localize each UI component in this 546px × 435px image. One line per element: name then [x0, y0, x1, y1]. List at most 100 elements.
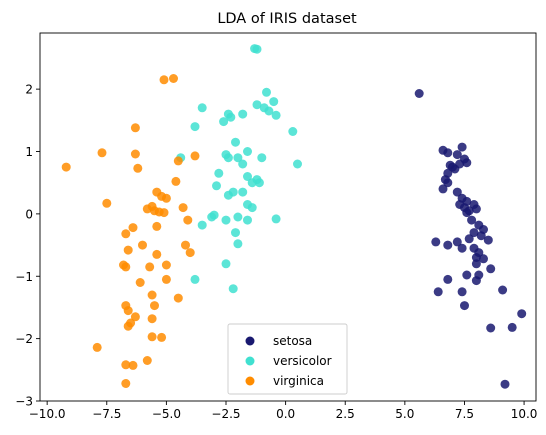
x-tick-label: −2.5	[211, 407, 240, 421]
data-point-setosa-30	[483, 235, 493, 245]
data-point-versicolor-22	[238, 159, 248, 169]
data-point-virginica-19	[178, 203, 188, 213]
y-tick-label: −3	[15, 395, 33, 409]
data-point-virginica-6	[133, 163, 143, 173]
data-point-versicolor-23	[214, 168, 224, 178]
legend: setosa versicolor virginica	[227, 323, 348, 395]
data-point-virginica-25	[138, 240, 147, 250]
data-point-versicolor-21	[293, 159, 302, 169]
data-point-setosa-37	[471, 253, 481, 262]
data-point-setosa-27	[469, 228, 479, 238]
data-point-virginica-12	[102, 198, 112, 208]
data-point-virginica-40	[130, 312, 140, 322]
data-point-setosa-10	[455, 159, 465, 169]
x-tick-label: −7.5	[92, 407, 121, 421]
legend-marker-setosa	[245, 336, 255, 346]
data-point-setosa-28	[464, 234, 474, 244]
data-point-virginica-21	[152, 221, 162, 231]
data-point-setosa-2	[443, 148, 453, 158]
data-point-virginica-32	[161, 260, 171, 270]
data-point-virginica-49	[128, 360, 138, 370]
data-point-versicolor-18	[223, 153, 233, 163]
data-point-versicolor-46	[228, 284, 238, 294]
data-point-setosa-50	[507, 322, 517, 332]
data-point-virginica-36	[173, 293, 183, 303]
data-point-setosa-24	[467, 215, 477, 225]
data-point-virginica-44	[157, 332, 167, 342]
data-point-versicolor-36	[209, 210, 219, 220]
data-point-versicolor-1	[252, 44, 262, 54]
legend-label-versicolor: versicolor	[273, 354, 332, 368]
data-point-virginica-28	[185, 248, 195, 258]
data-point-versicolor-7	[271, 110, 281, 120]
data-point-virginica-45	[147, 332, 157, 342]
axes-frame	[39, 32, 537, 402]
legend-label-virginica: virginica	[273, 374, 324, 388]
data-point-versicolor-24	[212, 181, 221, 191]
data-point-virginica-1	[169, 74, 178, 83]
data-point-setosa-32	[452, 237, 462, 247]
y-axis: −3 −2 −1 0 1 2	[15, 83, 40, 409]
data-point-versicolor-2	[262, 87, 271, 97]
data-point-versicolor-10	[238, 109, 248, 119]
data-point-setosa-33	[443, 240, 453, 250]
data-point-versicolor-4	[269, 97, 279, 107]
data-point-virginica-9	[171, 176, 181, 186]
x-tick-label: 5.0	[395, 407, 414, 421]
data-point-versicolor-40	[271, 214, 281, 224]
data-point-versicolor-34	[247, 203, 257, 213]
data-point-virginica-31	[145, 262, 155, 272]
data-point-versicolor-44	[221, 259, 231, 269]
points-layer	[61, 44, 527, 389]
data-point-versicolor-39	[243, 215, 252, 225]
data-point-virginica-22	[128, 223, 138, 233]
data-point-setosa-44	[471, 276, 481, 286]
data-point-virginica-23	[121, 229, 131, 239]
data-point-setosa-15	[452, 187, 462, 197]
data-point-setosa-45	[433, 287, 443, 297]
data-point-virginica-27	[152, 249, 162, 259]
data-point-setosa-13	[443, 178, 453, 188]
data-point-setosa-48	[460, 301, 469, 311]
data-point-versicolor-15	[231, 137, 240, 147]
legend-marker-versicolor	[245, 356, 255, 366]
data-point-setosa-9	[448, 162, 457, 172]
data-point-setosa-40	[486, 264, 496, 274]
x-axis: −10.0 −7.5 −5.0 −2.5 0.0 2.5 5.0 7.5 10.0	[29, 401, 537, 421]
data-point-versicolor-28	[247, 178, 257, 188]
data-point-virginica-46	[92, 342, 102, 352]
data-point-setosa-23	[471, 204, 481, 214]
data-point-virginica-34	[135, 278, 145, 287]
data-point-setosa-47	[498, 285, 508, 295]
data-point-virginica-47	[142, 356, 152, 365]
legend-marker-virginica	[245, 376, 255, 386]
data-point-virginica-33	[161, 274, 171, 284]
y-tick-label: 1	[25, 145, 33, 159]
data-point-setosa-3	[452, 150, 462, 160]
data-point-versicolor-31	[238, 187, 248, 197]
data-point-virginica-26	[123, 245, 133, 255]
data-point-versicolor-37	[221, 215, 231, 225]
data-point-setosa-14	[438, 184, 448, 194]
data-point-virginica-35	[147, 290, 157, 300]
data-point-virginica-3	[97, 148, 107, 158]
data-point-virginica-30	[121, 262, 131, 272]
data-point-virginica-0	[159, 75, 169, 85]
x-tick-label: 2.5	[336, 407, 355, 421]
data-point-setosa-49	[517, 309, 527, 319]
data-point-versicolor-16	[243, 147, 252, 156]
y-tick-label: −1	[15, 270, 33, 284]
data-point-versicolor-6	[264, 106, 274, 116]
data-point-versicolor-13	[190, 122, 200, 132]
data-point-virginica-50	[121, 379, 131, 388]
data-point-setosa-11	[462, 158, 472, 168]
y-tick-label: 2	[25, 83, 33, 97]
data-point-versicolor-38	[233, 212, 243, 222]
data-point-versicolor-3	[252, 100, 262, 110]
y-tick-label: 0	[25, 207, 33, 221]
data-point-versicolor-14	[288, 127, 298, 136]
data-point-versicolor-11	[219, 117, 229, 127]
data-point-virginica-5	[61, 162, 71, 172]
data-point-virginica-48	[121, 360, 131, 370]
data-point-versicolor-20	[257, 153, 267, 163]
